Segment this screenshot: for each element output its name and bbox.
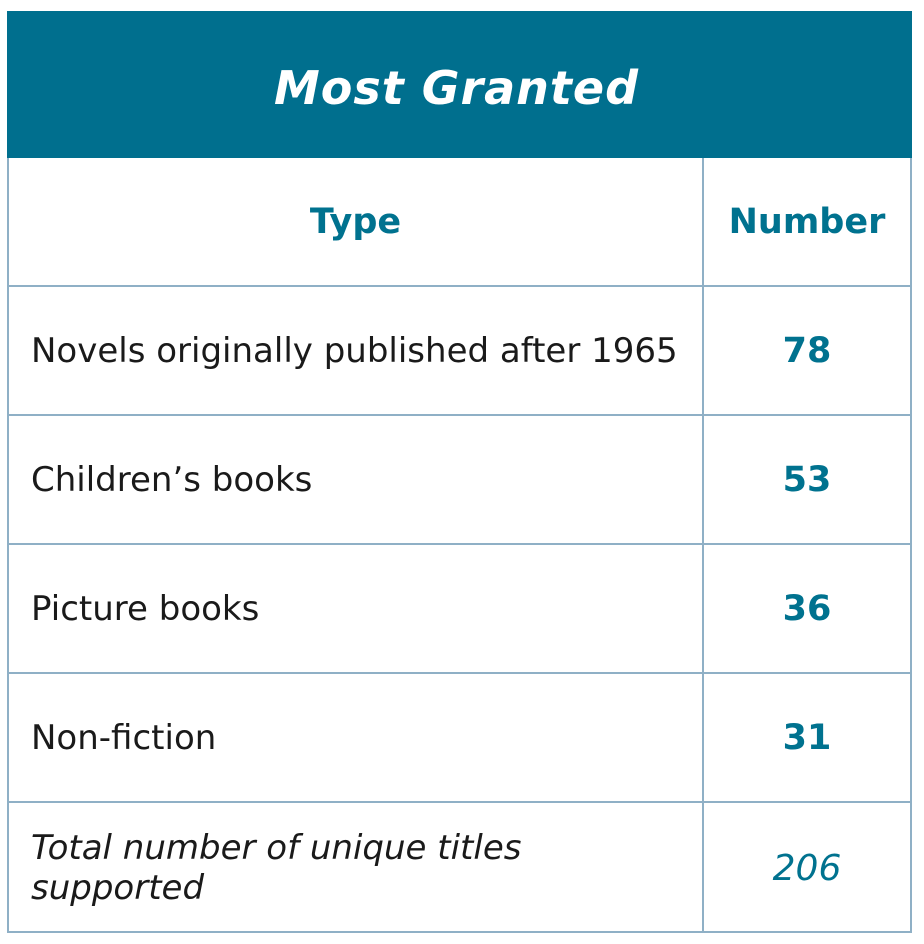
- header-type: Type: [309, 201, 402, 242]
- table-row: Novels originally published after 1965 7…: [9, 287, 910, 416]
- table-header-row: Type Number: [9, 158, 910, 287]
- table-title-bar: Most Granted: [7, 11, 912, 158]
- total-type: Total number of unique titles supported: [31, 828, 522, 908]
- column-divider: [702, 158, 704, 933]
- row-number: 78: [782, 330, 832, 371]
- table-row: Picture books 36: [9, 545, 910, 674]
- row-type: Novels originally published after 1965: [31, 330, 678, 371]
- header-number: Number: [728, 201, 886, 242]
- table-total-row: Total number of unique titles supported …: [9, 803, 910, 933]
- table-title: Most Granted: [273, 60, 640, 115]
- table-row: Non-fiction 31: [9, 674, 910, 803]
- most-granted-table: Most Granted Type Number Novels original…: [7, 11, 912, 933]
- row-type: Picture books: [31, 588, 260, 629]
- row-type: Children’s books: [31, 459, 313, 500]
- row-type: Non-fiction: [31, 717, 217, 758]
- total-number: 206: [772, 847, 842, 889]
- row-number: 36: [782, 588, 832, 629]
- row-number: 53: [782, 459, 832, 500]
- row-number: 31: [782, 717, 832, 758]
- table-row: Children’s books 53: [9, 416, 910, 545]
